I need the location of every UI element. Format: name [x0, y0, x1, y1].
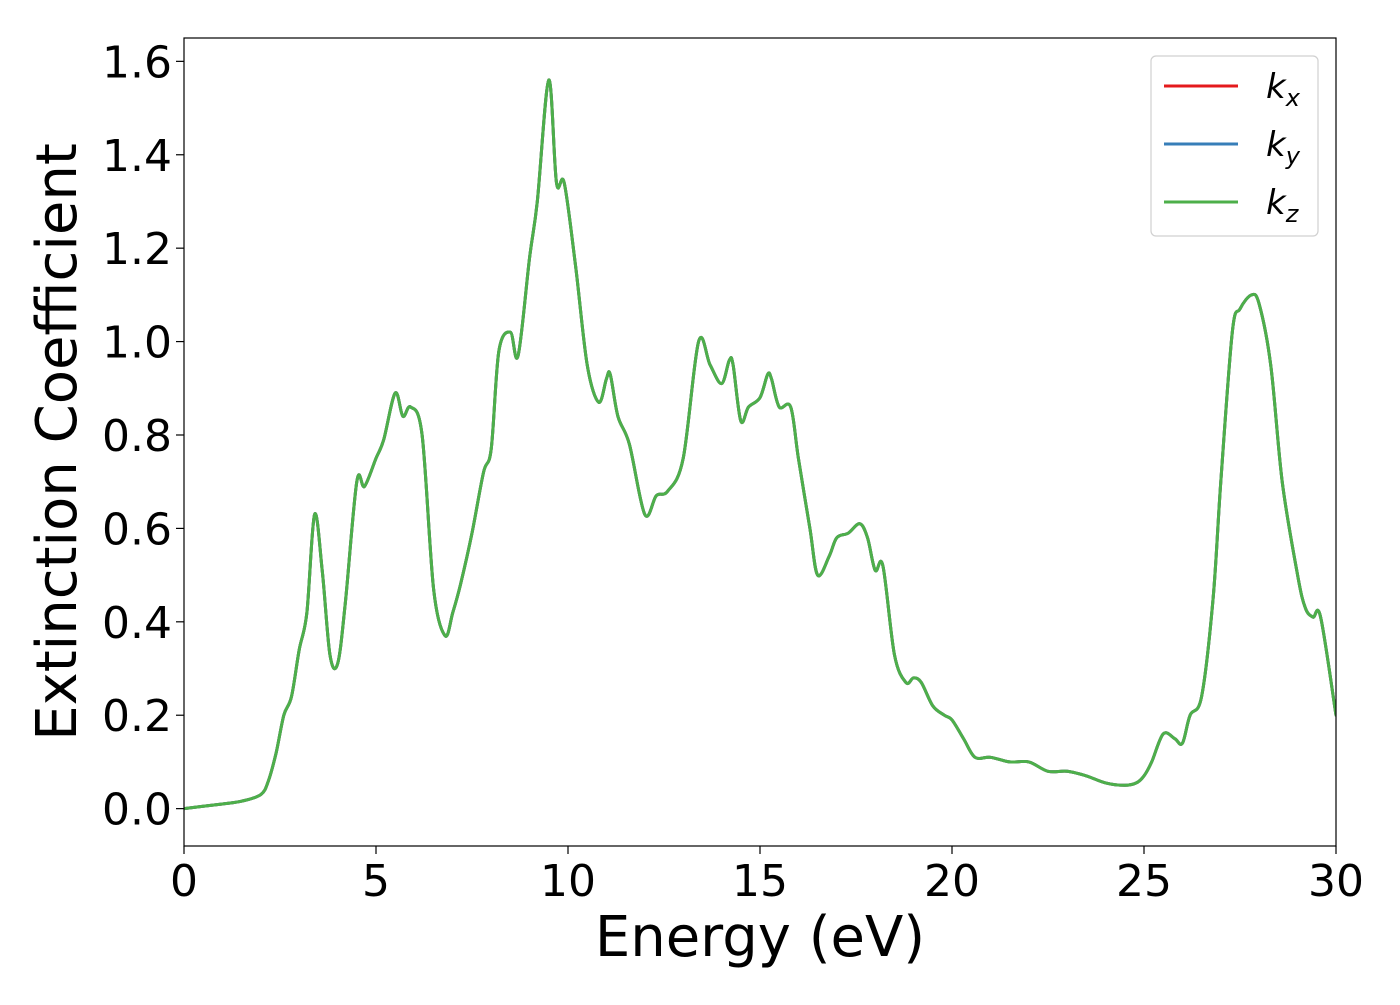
x-axis: 0 5 10 15 20 25 30: [170, 846, 1364, 907]
y-tick-label: 1.0: [102, 318, 172, 369]
y-tick-label: 0.8: [102, 411, 172, 462]
x-tick-label: 5: [362, 856, 390, 907]
x-tick-label: 20: [924, 856, 980, 907]
x-tick-label: 0: [170, 856, 198, 907]
y-tick-label: 0.6: [102, 504, 172, 555]
x-tick-label: 10: [540, 856, 596, 907]
y-tick-label: 0.2: [102, 691, 172, 742]
y-tick-label: 0.0: [102, 785, 172, 836]
series-layer: [184, 78, 1336, 811]
y-tick-label: 1.6: [102, 37, 172, 88]
x-axis-title: Energy (eV): [595, 905, 925, 970]
y-axis-title: Extinction Coefficient: [25, 143, 90, 741]
y-tick-label: 0.4: [102, 598, 172, 649]
legend-box: [1150, 55, 1319, 237]
x-tick-label: 25: [1116, 856, 1172, 907]
y-tick-label: 1.4: [102, 131, 172, 182]
y-axis: 0.0 0.2 0.4 0.6 0.8 1.0 1.2 1.4 1.6: [102, 37, 184, 836]
y-tick-label: 1.2: [102, 224, 172, 275]
x-tick-label: 30: [1308, 856, 1364, 907]
x-tick-label: 15: [732, 856, 788, 907]
series-line-k-z: [184, 78, 1336, 811]
